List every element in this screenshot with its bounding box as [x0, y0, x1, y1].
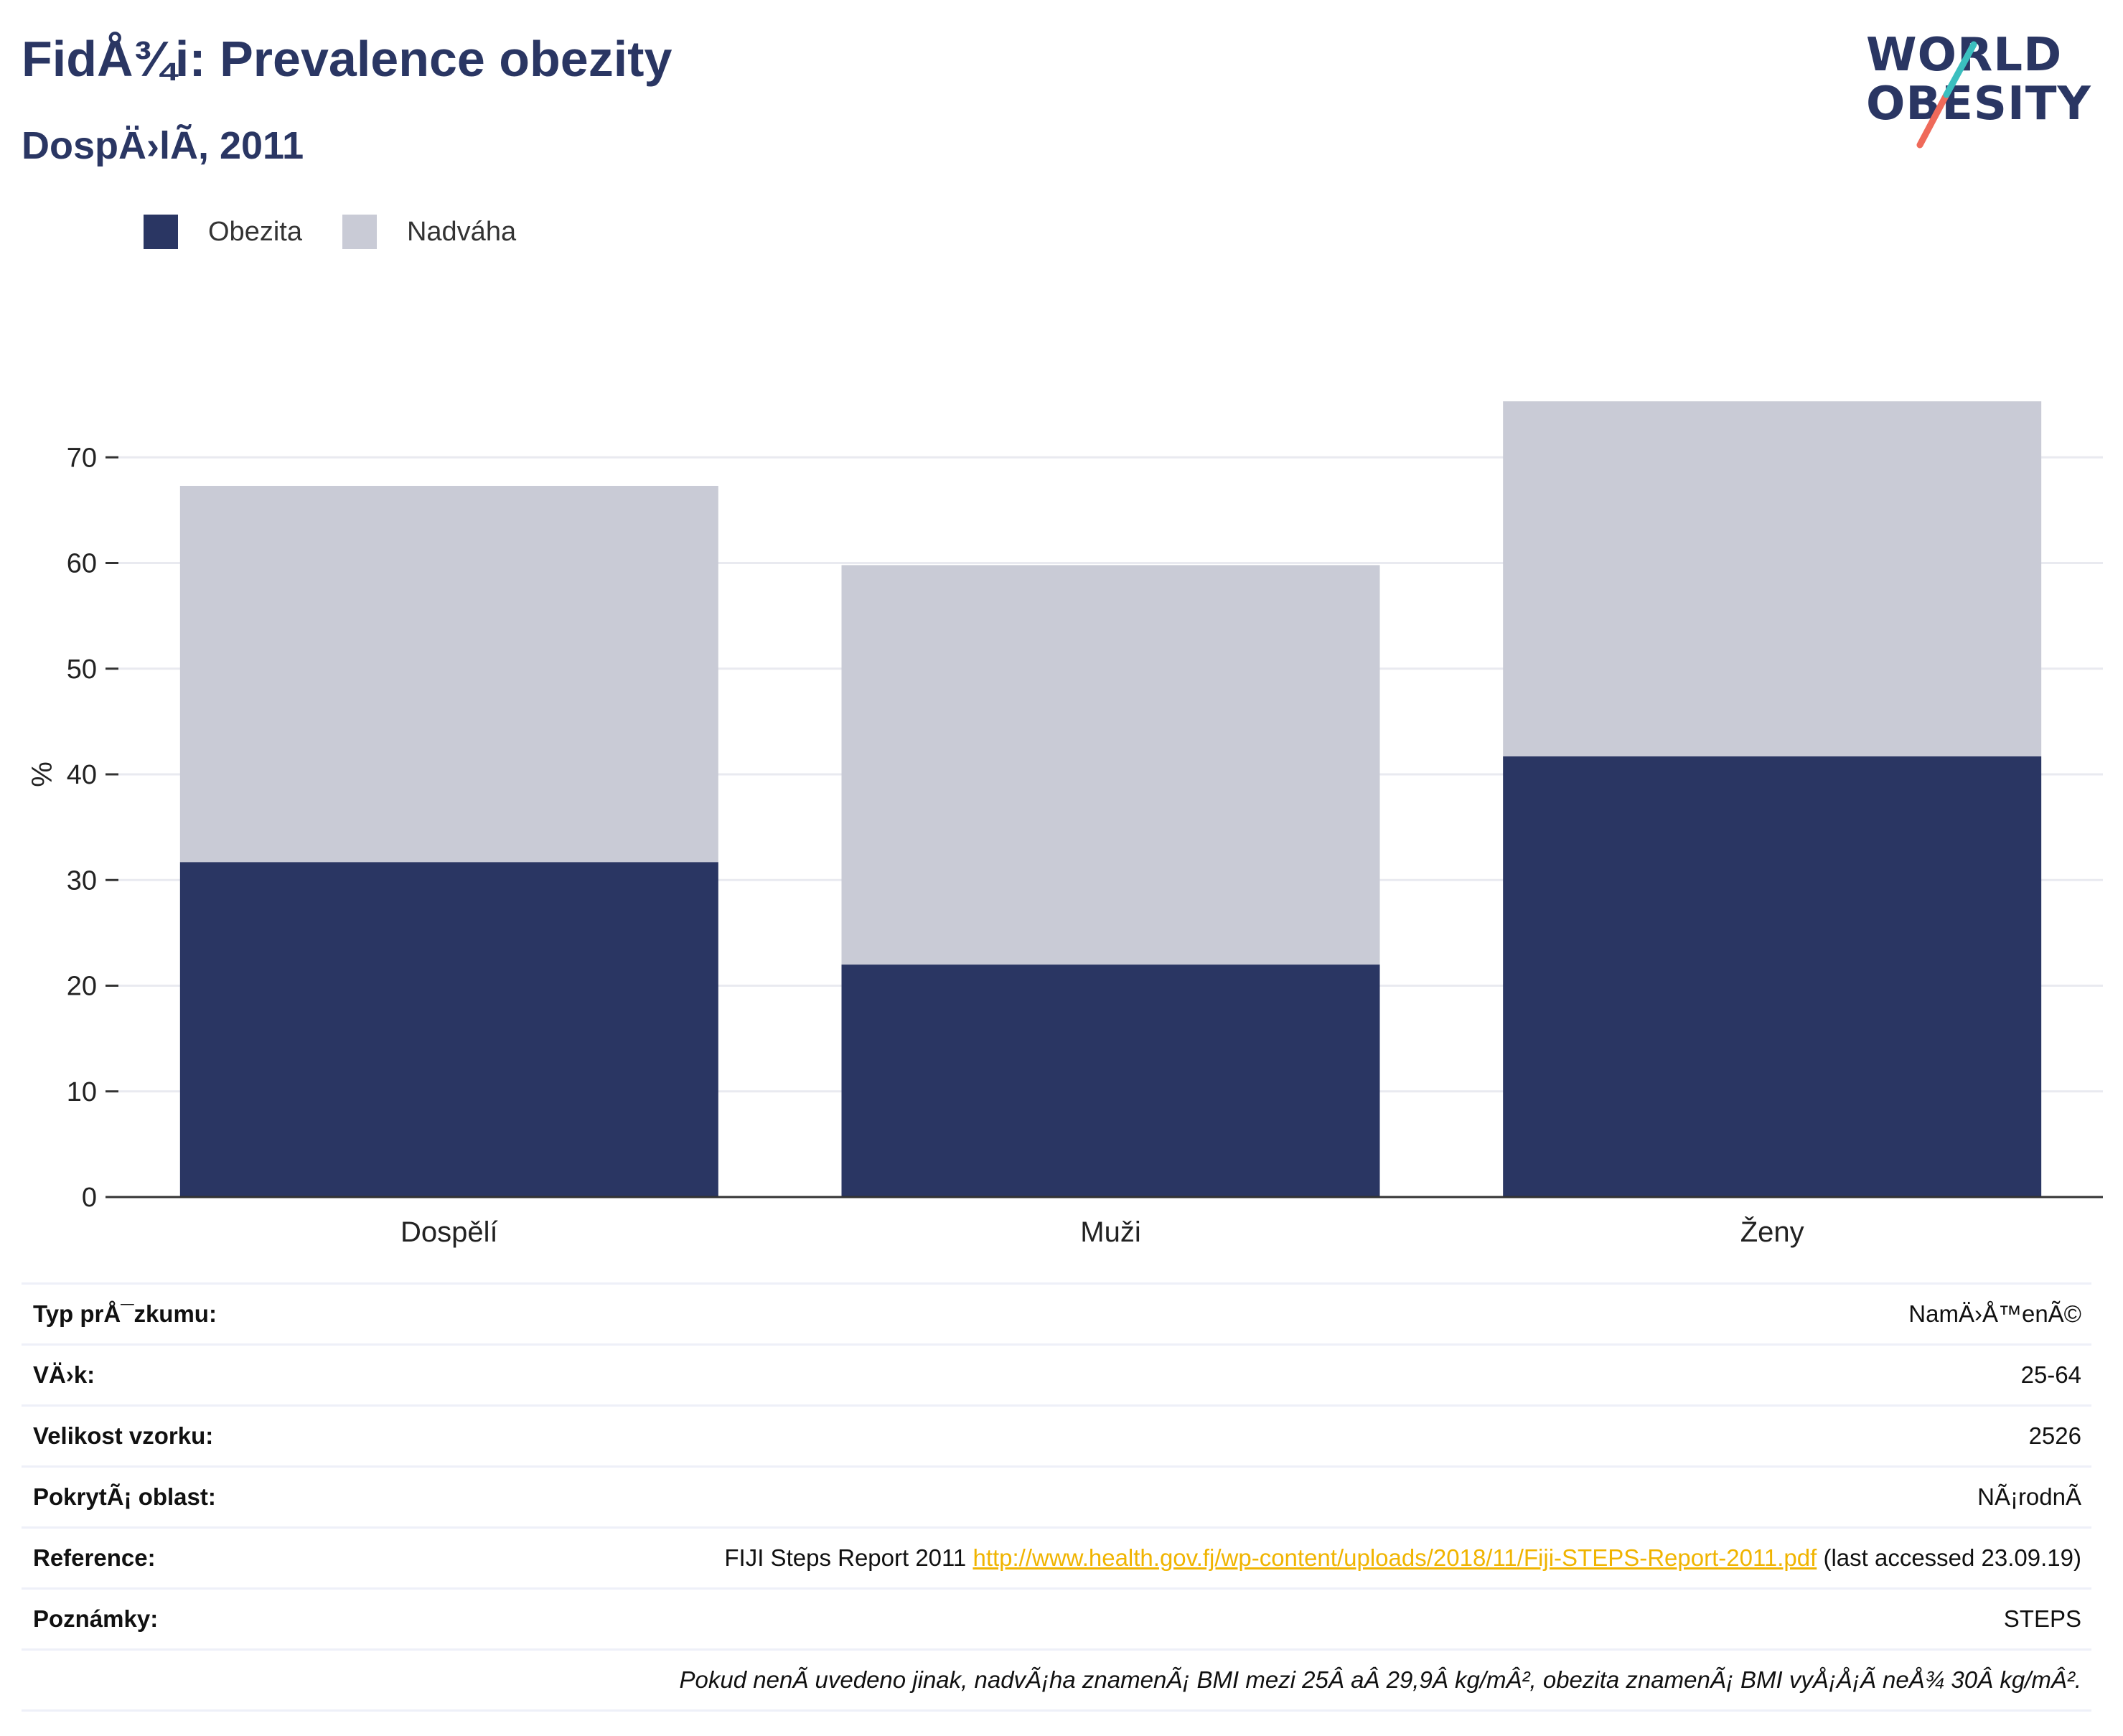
info-row-coverage: PokrytÃ¡ oblast: NÃ¡rodnÃ: [22, 1465, 2091, 1526]
info-value: NamÄ›Å™enÃ©: [1908, 1300, 2081, 1327]
reference-text: FIJI Steps Report 2011: [724, 1544, 973, 1571]
info-label: Typ prÅ¯zkumu:: [33, 1300, 217, 1327]
page-title: FidÅ¾i: Prevalence obezity: [22, 31, 672, 87]
legend-label-overweight: Nadváha: [406, 216, 517, 247]
y-tick-label: 30: [67, 865, 97, 896]
y-tick-label: 40: [67, 760, 97, 790]
logo-slash-icon: [1916, 41, 1977, 149]
page-subtitle: DospÄ›lÃ, 2011: [22, 124, 304, 167]
info-label: VÄ›k:: [33, 1361, 95, 1388]
info-label: PokrytÃ¡ oblast:: [33, 1483, 216, 1510]
y-tick-label: 60: [67, 549, 97, 579]
info-row-notes: Poznámky: STEPS: [22, 1587, 2091, 1648]
logo-line-2: OBESITY: [1866, 78, 2091, 131]
footnote-row: Pokud nenÃ uvedeno jinak, nadvÃ¡ha zname…: [22, 1648, 2091, 1712]
chart-legend: Obezita Nadváha: [144, 212, 556, 251]
x-tick-label: Ženy: [1740, 1216, 1804, 1248]
bar-overweight: [1503, 401, 2042, 756]
info-value: FIJI Steps Report 2011 http://www.health…: [724, 1544, 2091, 1572]
bar-overweight: [179, 486, 718, 863]
bar-obesity: [1503, 756, 2042, 1197]
survey-info-table: Typ prÅ¯zkumu: NamÄ›Å™enÃ© VÄ›k: 25-64 V…: [22, 1282, 2091, 1712]
info-value: NÃ¡rodnÃ: [1977, 1483, 2081, 1510]
y-tick-label: 10: [67, 1077, 97, 1107]
info-row-reference: Reference: FIJI Steps Report 2011 http:/…: [22, 1526, 2091, 1587]
reference-link[interactable]: http://www.health.gov.fj/wp-content/uplo…: [973, 1544, 1817, 1571]
legend-label-obesity: Obezita: [208, 216, 302, 247]
bar-obesity: [179, 862, 718, 1197]
info-value: 25-64: [2020, 1361, 2081, 1388]
y-tick-label: 0: [82, 1183, 97, 1213]
legend-item-obesity: Obezita: [144, 215, 302, 249]
info-row-sample-size: Velikost vzorku: 2526: [22, 1404, 2091, 1465]
footnote: Pokud nenÃ uvedeno jinak, nadvÃ¡ha zname…: [679, 1666, 2081, 1693]
x-tick-label: Muži: [1080, 1216, 1140, 1248]
info-row-age: VÄ›k: 25-64: [22, 1343, 2091, 1404]
y-axis-label: %: [27, 761, 58, 787]
info-row-survey-type: Typ prÅ¯zkumu: NamÄ›Å™enÃ©: [22, 1282, 2091, 1343]
info-value: STEPS: [2003, 1605, 2081, 1632]
legend-swatch-obesity: [144, 215, 178, 249]
reference-accessed: (last accessed 23.09.19): [1817, 1544, 2081, 1571]
y-tick-label: 70: [67, 443, 97, 473]
stacked-bar-chart: 0 10 20 30 40 50 60 70% Dospělí Muži Ženy: [27, 401, 2103, 1248]
info-label: Reference:: [33, 1544, 156, 1571]
world-obesity-logo: WORLD OBESITY: [1866, 29, 2110, 158]
info-label: Poznámky:: [33, 1605, 159, 1632]
logo-line-1: WORLD: [1866, 29, 2063, 82]
x-tick-label: Dospělí: [400, 1216, 498, 1248]
bar-obesity: [841, 965, 1380, 1197]
legend-item-overweight: Nadváha: [342, 215, 516, 249]
info-label: Velikost vzorku:: [33, 1422, 214, 1449]
y-tick-label: 20: [67, 972, 97, 1002]
legend-swatch-overweight: [342, 215, 377, 249]
y-tick-label: 50: [67, 654, 97, 685]
bar-overweight: [841, 565, 1380, 965]
info-value: 2526: [2028, 1422, 2081, 1449]
